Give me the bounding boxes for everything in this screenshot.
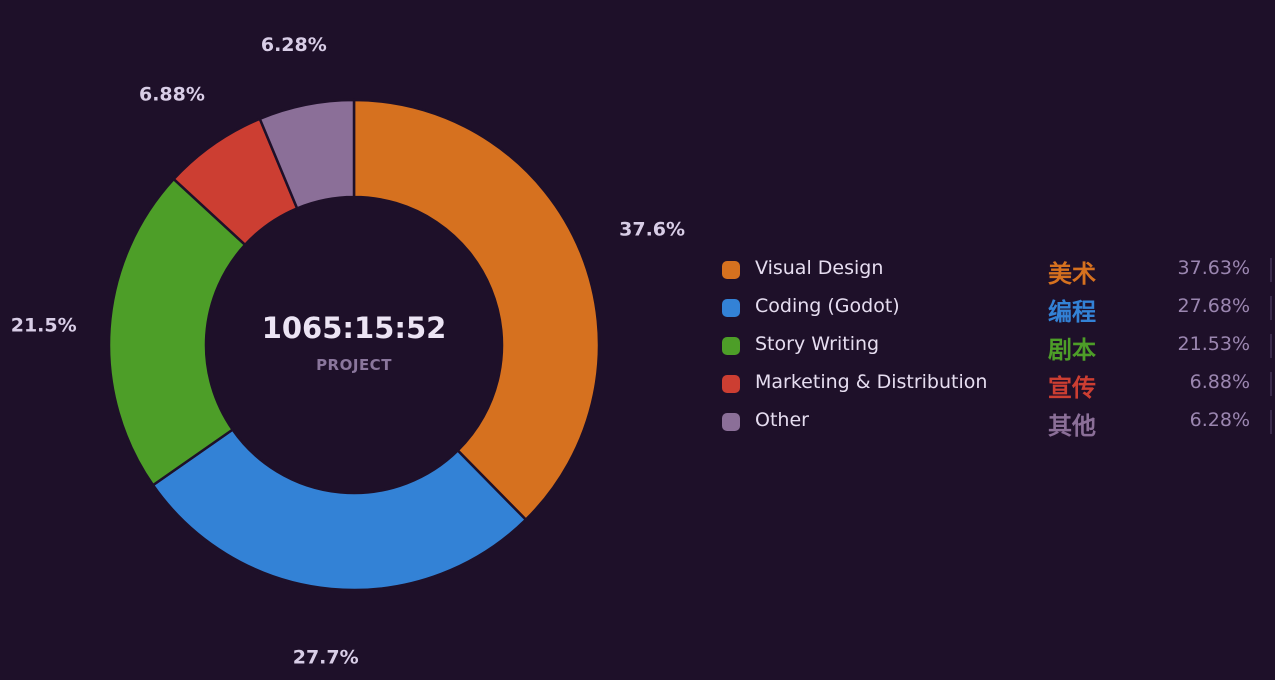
slice-coding-godot[interactable] bbox=[151, 428, 528, 592]
slice-other[interactable] bbox=[258, 98, 356, 210]
legend-divider bbox=[1270, 372, 1272, 396]
slice-labels: 37.6% 27.7% 21.5% 6.88% 6.28% bbox=[11, 34, 685, 669]
legend-divider bbox=[1270, 410, 1272, 434]
legend-item[interactable]: Other 其他 6.28% bbox=[720, 403, 1275, 441]
legend-item[interactable]: Coding (Godot) 编程 27.68% bbox=[720, 289, 1275, 327]
slice-label: 37.6% bbox=[619, 219, 685, 241]
legend-item[interactable]: Visual Design 美术 37.63% bbox=[720, 251, 1275, 289]
legend-name: Other bbox=[755, 409, 809, 431]
legend-divider bbox=[1270, 296, 1272, 320]
legend-swatch bbox=[722, 299, 740, 317]
legend-divider bbox=[1270, 258, 1272, 282]
center-total: 1065:15:52 bbox=[262, 311, 447, 345]
legend-swatch bbox=[722, 337, 740, 355]
slice-label: 6.28% bbox=[261, 34, 327, 56]
legend-swatch bbox=[722, 375, 740, 393]
legend-chinese-name: 美术 bbox=[1048, 259, 1096, 288]
center-label: PROJECT bbox=[316, 356, 392, 374]
legend-chinese-name: 其他 bbox=[1048, 411, 1096, 440]
legend-divider bbox=[1270, 334, 1272, 358]
slice-visual-design[interactable] bbox=[352, 98, 601, 521]
legend-name: Marketing & Distribution bbox=[755, 371, 988, 393]
legend-item[interactable]: Story Writing 剧本 21.53% bbox=[720, 327, 1275, 365]
legend: Visual Design 美术 37.63% Coding (Godot) 编程 27.… bbox=[720, 251, 1275, 441]
slice-label: 6.88% bbox=[139, 83, 205, 105]
legend-percent: 6.28% bbox=[1189, 409, 1250, 431]
legend-item[interactable]: Marketing & Distribution 宣传 6.88% bbox=[720, 365, 1275, 403]
legend-name: Coding (Godot) bbox=[755, 295, 900, 317]
legend-swatch bbox=[722, 261, 740, 279]
slice-label: 27.7% bbox=[293, 647, 359, 669]
slice-label: 21.5% bbox=[11, 314, 77, 336]
legend-name: Visual Design bbox=[755, 257, 884, 279]
legend-percent: 6.88% bbox=[1189, 371, 1250, 393]
donut-slices bbox=[107, 98, 601, 592]
legend-percent: 37.63% bbox=[1177, 257, 1250, 279]
legend-chinese-name: 编程 bbox=[1048, 297, 1096, 326]
legend-percent: 21.53% bbox=[1177, 333, 1250, 355]
legend-chinese-name: 宣传 bbox=[1048, 373, 1096, 402]
slice-story-writing[interactable] bbox=[107, 177, 247, 487]
legend-percent: 27.68% bbox=[1177, 295, 1250, 317]
legend-swatch bbox=[722, 413, 740, 431]
legend-chinese-name: 剧本 bbox=[1048, 335, 1096, 364]
legend-name: Story Writing bbox=[755, 333, 880, 355]
